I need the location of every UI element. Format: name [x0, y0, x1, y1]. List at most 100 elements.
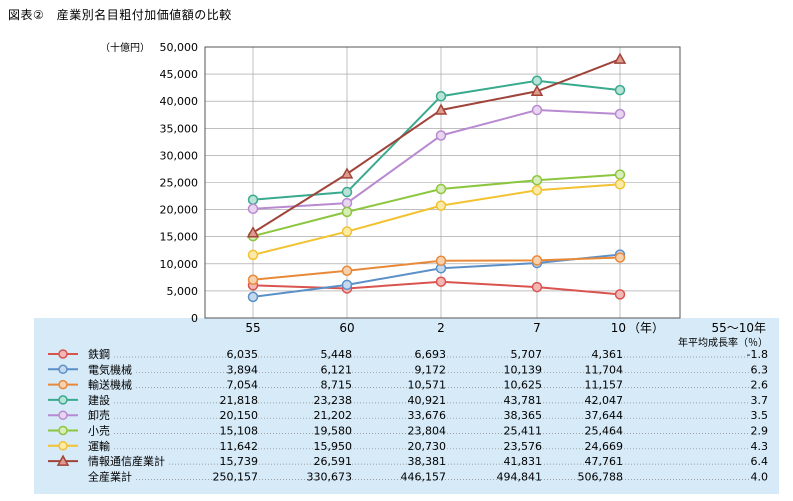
table-cell: 20,150 — [220, 409, 259, 422]
series-情報通信産業計 — [246, 52, 627, 238]
data-point — [435, 130, 447, 141]
y-tick-label: 5,000 — [167, 285, 199, 298]
data-point — [531, 104, 543, 116]
row-label: 運輸 — [88, 439, 110, 453]
data-point — [614, 179, 626, 190]
table-cell: 10,139 — [504, 363, 543, 376]
data-point — [435, 276, 447, 287]
data-point — [531, 75, 543, 86]
y-tick-label: 50,000 — [160, 41, 199, 54]
legend-marker — [58, 364, 68, 375]
growth-cell: 3.7 — [751, 394, 769, 407]
x-tick-label: 10 — [611, 321, 626, 335]
row-label: 小売 — [88, 425, 110, 438]
row-label: 情報通信産業計 — [88, 454, 165, 468]
table-cell: 15,950 — [314, 440, 353, 453]
table-cell: 7,054 — [227, 379, 259, 392]
table-cell: 38,365 — [504, 409, 543, 422]
table-cell: 15,108 — [220, 425, 259, 438]
figure-title: 図表② 産業別名目粗付加価値額の比較 — [8, 8, 232, 22]
y-tick-label: 20,000 — [160, 204, 199, 217]
row-label: 卸売 — [88, 408, 110, 422]
table-cell: 21,202 — [314, 409, 353, 422]
table-cell: 21,818 — [220, 394, 259, 407]
table-row: 情報通信産業計 15,739 26,591 38,381 41,831 47,761 6.4 — [48, 454, 768, 468]
x-tick-label: 60 — [339, 321, 354, 335]
data-table: 鉄鋼 6,035 5,448 6,693 5,707 4,361 -1.8 電気機械 3,894… — [48, 347, 768, 483]
table-cell: 494,841 — [497, 470, 543, 483]
growth-header-label: 年平均成長率（％） — [678, 336, 768, 349]
growth-cell: 2.9 — [751, 425, 769, 438]
row-label: 輸送機械 — [88, 378, 132, 392]
growth-cell: 3.5 — [751, 409, 769, 422]
series-line — [252, 109, 621, 210]
table-cell: 6,693 — [415, 348, 447, 361]
table-cell: 11,642 — [220, 440, 259, 453]
table-cell: 25,464 — [585, 425, 624, 438]
table-cell: 10,571 — [408, 379, 447, 392]
data-point — [247, 194, 259, 205]
x-tick-label: 55 — [245, 321, 260, 335]
table-cell: 10,625 — [504, 379, 543, 392]
table-cell: 41,831 — [504, 455, 543, 468]
data-point — [341, 186, 353, 198]
row-label: 鉄鋼 — [88, 347, 110, 361]
legend-marker — [58, 425, 68, 436]
data-point — [340, 167, 354, 179]
data-point — [247, 291, 259, 303]
data-point — [434, 103, 448, 115]
data-point — [613, 52, 627, 64]
series-鉄鋼 — [247, 276, 626, 300]
legend-marker — [58, 349, 68, 359]
series-layer — [246, 52, 627, 303]
data-point — [435, 255, 447, 266]
table-cell: 6,121 — [321, 363, 353, 376]
data-point — [246, 226, 260, 238]
table-cell: 23,238 — [314, 394, 353, 407]
data-point — [247, 274, 259, 286]
data-point — [531, 175, 543, 186]
table-cell: 24,669 — [585, 440, 624, 453]
y-tick-label: 30,000 — [160, 149, 199, 162]
table-cell: 446,157 — [401, 470, 447, 483]
table-cell: 43,781 — [504, 394, 543, 407]
table-row: 全産業計 250,157 330,673 446,157 494,841 506,788 4… — [88, 469, 768, 483]
table-row: 卸売 20,150 21,202 33,676 38,365 37,644 3.5 — [48, 408, 768, 422]
legend-marker — [58, 379, 68, 390]
table-cell: 5,448 — [321, 348, 353, 361]
table-row: 電気機械 3,894 6,121 9,172 10,139 11,704 6.3 — [48, 362, 768, 376]
data-point — [531, 281, 543, 293]
row-label: 建設 — [88, 393, 110, 407]
y-tick-labels: 0 5,000 10,000 15,000 20,000 25,000 30,000 35,0… — [160, 41, 199, 325]
y-tick-label: 15,000 — [160, 231, 199, 244]
table-cell: 37,644 — [585, 409, 624, 422]
table-cell: 42,047 — [585, 394, 624, 407]
plot-frame — [204, 46, 681, 319]
table-cell: 8,715 — [321, 379, 353, 392]
data-point — [614, 252, 626, 263]
data-point — [614, 169, 626, 180]
table-cell: 25,411 — [504, 425, 543, 438]
y-tick-label: 40,000 — [160, 95, 199, 108]
table-cell: 47,761 — [585, 455, 624, 468]
data-point — [435, 183, 447, 195]
y-tick-label: 45,000 — [160, 68, 199, 81]
data-point — [341, 197, 353, 209]
data-point — [435, 90, 447, 102]
table-cell: 6,035 — [227, 348, 259, 361]
data-point — [341, 279, 353, 291]
growth-cell: 4.0 — [751, 470, 769, 483]
table-cell: 33,676 — [408, 409, 447, 422]
table-cell: 9,172 — [415, 363, 447, 376]
table-cell: 250,157 — [213, 470, 259, 483]
table-cell: 40,921 — [408, 394, 447, 407]
data-point — [435, 200, 447, 211]
table-row: 鉄鋼 6,035 5,448 6,693 5,707 4,361 -1.8 — [48, 347, 768, 361]
x-tick-label: 2 — [437, 321, 445, 335]
table-row: 運輸 11,642 15,950 20,730 23,576 24,669 4.3 — [48, 439, 768, 453]
growth-header-period: 55〜10年 — [711, 321, 766, 335]
series-運輸 — [247, 179, 626, 261]
x-tick-label: 7 — [533, 321, 541, 335]
table-cell: 4,361 — [592, 348, 624, 361]
series-輸送機械 — [247, 252, 626, 286]
